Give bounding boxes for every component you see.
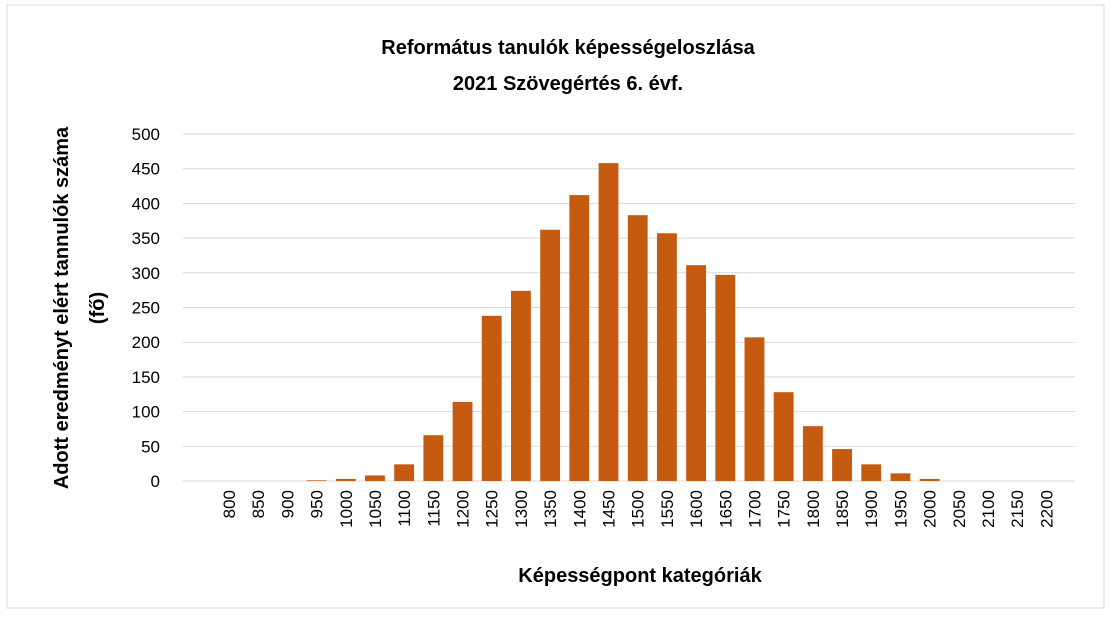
bar xyxy=(306,480,327,481)
x-tick-label: 1050 xyxy=(366,490,385,528)
x-tick-label: 1600 xyxy=(687,490,706,528)
bar xyxy=(540,229,561,481)
chart-title: 2021 Szövegértés 6. évf. xyxy=(453,73,683,95)
x-tick-label: 2150 xyxy=(1008,490,1027,528)
bar xyxy=(832,449,852,481)
y-tick-label: 450 xyxy=(132,160,160,179)
bar xyxy=(890,473,911,481)
bar xyxy=(627,215,648,481)
x-tick-label: 1750 xyxy=(775,490,794,528)
y-axis-label: (fő) xyxy=(87,292,109,324)
x-tick-label: 1300 xyxy=(512,490,531,528)
x-tick-label: 900 xyxy=(278,490,297,518)
x-tick-label: 2000 xyxy=(921,490,940,528)
x-tick-label: 1500 xyxy=(629,490,648,528)
bar xyxy=(715,274,736,481)
bar xyxy=(511,290,531,481)
bar xyxy=(452,401,473,481)
x-tick-label: 2100 xyxy=(979,490,998,528)
x-tick-label: 1200 xyxy=(454,490,473,528)
x-tick-label: 1100 xyxy=(395,490,414,527)
x-tick-label: 950 xyxy=(308,490,327,518)
x-tick-label: 800 xyxy=(220,490,239,518)
y-tick-label: 400 xyxy=(132,194,160,213)
y-tick-label: 100 xyxy=(132,403,160,422)
y-tick-label: 250 xyxy=(132,299,160,318)
y-tick-label: 50 xyxy=(141,437,160,456)
y-tick-label: 300 xyxy=(132,264,160,283)
x-tick-label: 1350 xyxy=(541,490,560,528)
bar xyxy=(423,435,444,481)
x-tick-label: 1450 xyxy=(600,490,619,528)
x-tick-label: 1900 xyxy=(862,490,881,528)
y-tick-label: 500 xyxy=(132,125,160,144)
bar xyxy=(335,478,356,481)
y-tick-label: 0 xyxy=(151,472,160,491)
y-tick-label: 200 xyxy=(132,333,160,352)
bar xyxy=(598,163,619,481)
x-tick-label: 2200 xyxy=(1037,490,1056,528)
x-axis-label: Képességpont kategóriák xyxy=(518,565,762,587)
x-tick-label: 1650 xyxy=(716,490,735,528)
x-tick-label: 1800 xyxy=(804,490,823,528)
x-tick-label: 1150 xyxy=(424,490,443,527)
bar xyxy=(861,464,882,481)
x-tick-label: 1000 xyxy=(337,490,356,528)
bar xyxy=(656,233,677,481)
x-tick-label: 1400 xyxy=(570,490,589,528)
bar xyxy=(481,315,502,481)
bar xyxy=(686,265,707,481)
x-tick-label: 1250 xyxy=(483,490,502,528)
x-tick-label: 1950 xyxy=(891,490,910,528)
bar xyxy=(394,464,415,481)
bar xyxy=(919,478,940,481)
y-axis-label: Adott eredményt elért tannulók száma xyxy=(51,126,73,489)
x-tick-label: 1700 xyxy=(745,490,764,528)
bar xyxy=(569,195,590,481)
bar xyxy=(744,337,765,481)
bar xyxy=(802,426,823,481)
x-tick-label: 1550 xyxy=(658,490,677,528)
bar xyxy=(773,392,794,481)
bar xyxy=(365,475,385,481)
x-tick-label: 850 xyxy=(249,490,268,518)
chart-title: Református tanulók képességeloszlása xyxy=(381,37,755,59)
x-tick-label: 1850 xyxy=(833,490,852,528)
y-tick-label: 150 xyxy=(132,368,160,387)
y-tick-label: 350 xyxy=(132,229,160,248)
x-tick-label: 2050 xyxy=(950,490,969,528)
